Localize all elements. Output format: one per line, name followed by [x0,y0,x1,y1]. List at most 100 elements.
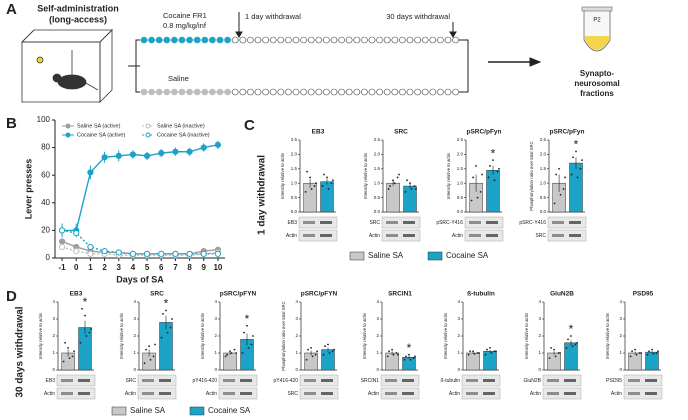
a-title: (long-access) [49,14,107,24]
session-dot [216,88,224,96]
legend-swatch [427,251,443,261]
data-point [646,353,649,356]
blot-band [547,379,559,382]
session-dot [178,36,186,44]
data-point [311,355,314,358]
y-axis-label: Phosphorylation ratio over total SRC [529,141,534,211]
y-axis-label: Intensity relative to actin [280,152,285,199]
chart-title: SRCIN1 [388,291,412,298]
data-point [572,156,574,159]
y-tick-label: 4 [457,299,460,304]
y-tick-label: 0.0 [457,209,464,214]
session-dot [285,88,292,96]
session-dot [452,36,459,44]
session-dot [262,36,269,44]
y-tick-label: 0.5 [374,195,381,200]
data-point [230,352,233,354]
chart-title: PSD95 [633,291,654,298]
session-dot [269,36,277,44]
session-dot [201,36,209,44]
session-dot [444,88,452,96]
blot [461,387,501,400]
y-tick-label: 2 [214,333,217,338]
blot-band [403,221,415,224]
data-point [648,350,650,353]
data-point [629,355,632,358]
data-point [405,355,407,358]
data-point [62,360,65,363]
data-point [154,343,156,346]
data-point [564,176,566,179]
point [158,250,165,257]
y-axis-label: Lever presses [23,159,33,220]
y-tick-label: 1.0 [457,180,464,185]
y-tick-label: 2.5 [291,137,298,142]
session-dot [315,36,323,44]
legend-swatch [189,406,205,416]
blot-label: SRC [287,391,298,397]
session-dot [330,88,338,96]
y-tick-label: 0.0 [374,209,381,214]
data-point [152,355,155,358]
blot-label: pSRC-Y416 [519,220,546,226]
data-point [148,345,150,348]
blot [137,374,177,387]
session-dot [353,36,361,44]
chart-title: pSRC/pFYN [301,291,338,298]
y-axis-label: Intensity relative to actin [605,312,610,359]
session-dot [193,88,201,96]
session-dot [224,88,231,96]
y-tick-label: 0 [295,367,298,372]
y-tick-label: 3 [52,316,55,321]
data-point [579,167,582,170]
blot [381,229,421,242]
blot-band [240,379,252,382]
session-dot [376,36,383,44]
blot [56,374,96,387]
blot-band [483,379,495,382]
significance: * [491,146,496,160]
blot-band [386,221,398,224]
session-dot [399,88,406,96]
y-tick-label: 3 [619,316,622,321]
blot-band [564,392,576,395]
point [200,250,207,257]
y-tick-label: 1 [52,350,55,355]
data-point [404,190,407,193]
timeline [140,36,459,96]
session-dot [239,36,247,44]
x-tick-label: 4 [131,263,136,272]
data-point [79,341,82,344]
blot-label: Actin [530,391,541,397]
data-point [484,353,487,356]
data-point [327,188,330,190]
data-point [570,335,572,337]
data-point [486,348,488,351]
y-tick-label: 80 [41,143,50,152]
data-point [324,345,326,348]
data-point [555,173,557,176]
session-dot [361,88,368,96]
y-axis-label: Intensity relative to actin [200,312,205,359]
data-point [409,182,411,185]
data-point [548,357,551,359]
d-label: 30 days withdrawal [15,306,26,397]
session-dot [148,88,155,96]
data-point [553,202,556,205]
y-tick-label: 0.5 [291,195,298,200]
data-point [553,348,555,351]
y-tick-label: 3 [133,316,136,321]
session-dot [277,88,285,96]
session-dot [277,36,285,44]
data-point [652,352,655,355]
blot [298,216,338,229]
session-dot [193,36,201,44]
blot-label: pY416-420 [274,378,299,384]
y-axis-label: Intensity relative to actin [363,152,368,199]
session-dot [140,88,148,96]
blot [299,387,339,400]
data-point [409,358,412,361]
y-tick-label: 2.5 [540,137,547,142]
a-title: Self-administration [37,3,119,13]
y-tick-label: 0.5 [457,195,464,200]
